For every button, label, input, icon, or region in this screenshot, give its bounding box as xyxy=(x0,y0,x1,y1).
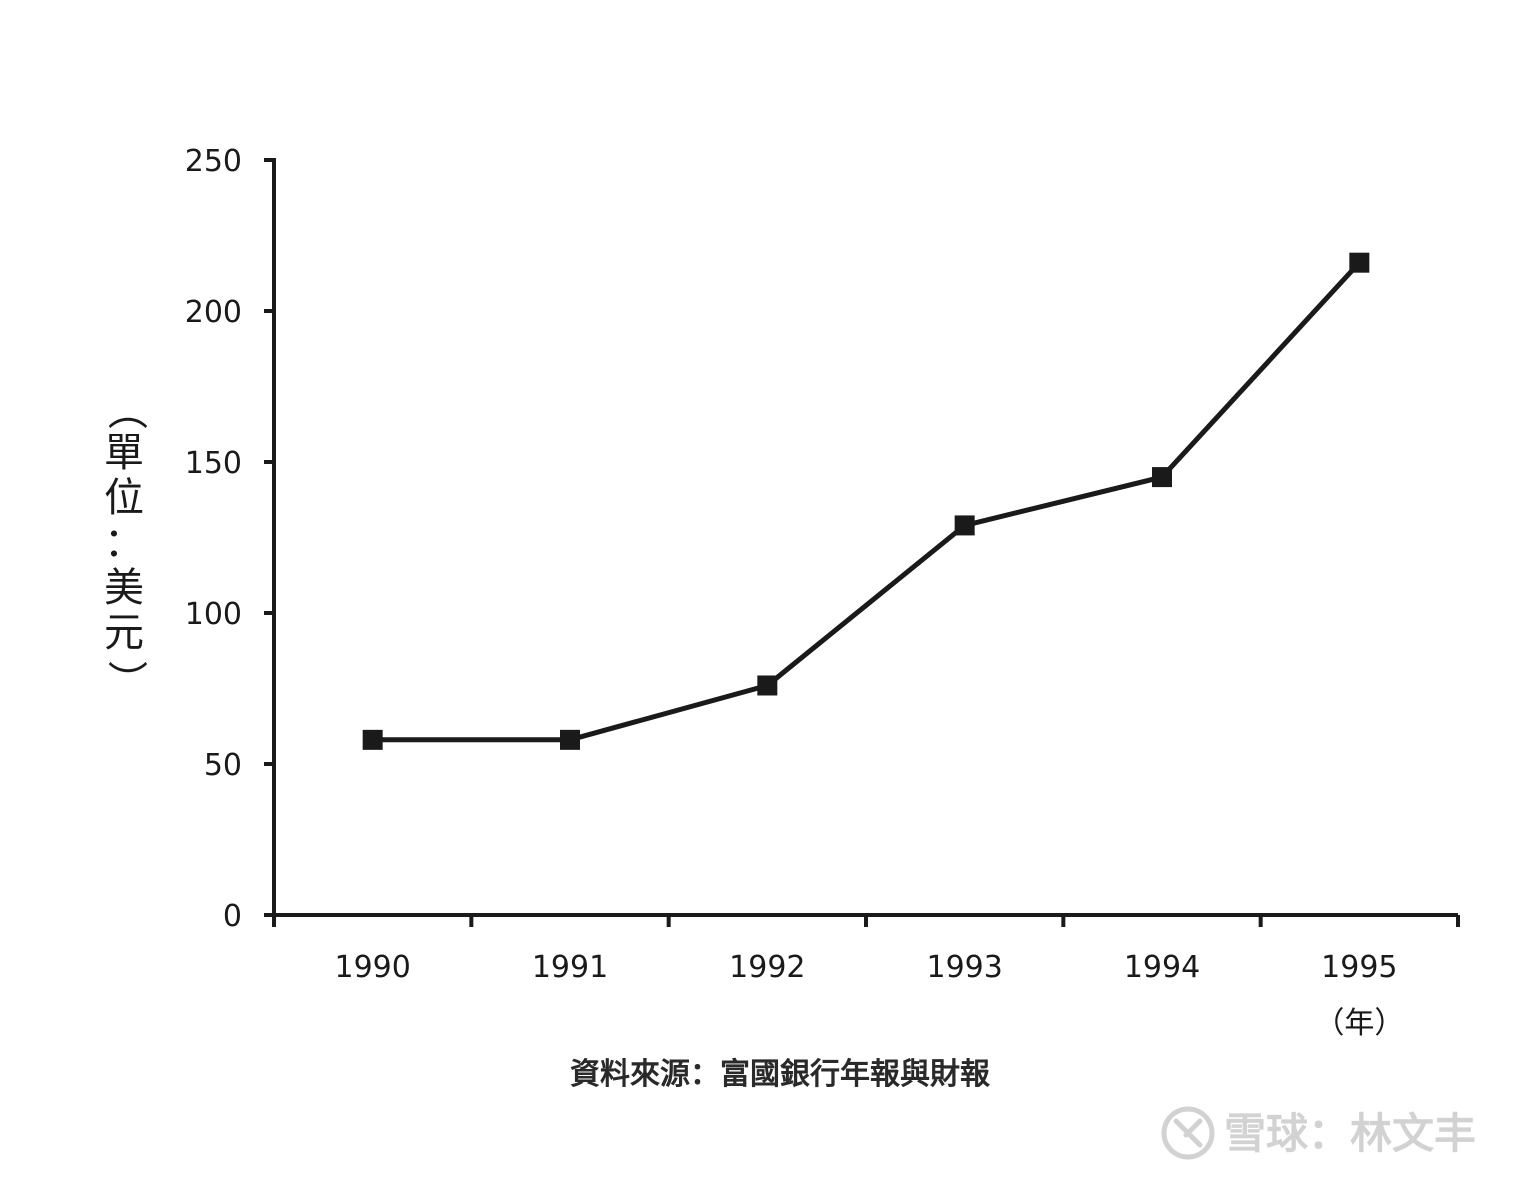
y-tick-label: 200 xyxy=(185,295,242,330)
y-axis-label: （單位：美元） xyxy=(103,390,149,700)
x-tick-label: 1995 xyxy=(1321,950,1397,985)
y-tick-label: 0 xyxy=(223,899,242,934)
axes xyxy=(272,158,1458,917)
y-tick-label: 250 xyxy=(185,144,242,179)
x-tick-label: 1991 xyxy=(532,950,608,985)
snowball-logo-mark xyxy=(1173,1118,1203,1148)
y-axis-label-char: 元 xyxy=(104,610,144,656)
y-axis-label-char: 美 xyxy=(104,565,144,611)
x-tick-label: 1993 xyxy=(926,950,1002,985)
y-axis-label-char: ： xyxy=(104,520,144,566)
x-tick-label: 1990 xyxy=(334,950,410,985)
y-tick-label: 50 xyxy=(204,748,242,783)
watermark-text: 雪球：林文丰 xyxy=(1224,1109,1476,1158)
data-point-marker xyxy=(757,675,778,696)
series-line xyxy=(372,261,1362,743)
y-axis-label-char: ） xyxy=(103,660,149,700)
series-plot xyxy=(362,252,1370,750)
source-note: 資料來源：富國銀行年報與財報 xyxy=(570,1057,991,1092)
x-tick-label: 1994 xyxy=(1124,950,1200,985)
x-axis-ticks: 1990 1991 1992 1993 1994 1995 xyxy=(272,915,1460,985)
y-tick-label: 100 xyxy=(185,597,242,632)
y-axis-ticks: 0 50 100 150 200 250 xyxy=(185,144,274,934)
data-point-marker xyxy=(954,515,975,536)
y-tick-label: 150 xyxy=(185,446,242,481)
snowball-logo-ring xyxy=(1161,1106,1215,1160)
y-axis-label-char: 單 xyxy=(104,430,144,476)
y-axis-label-char: （ xyxy=(103,390,149,430)
x-axis-label: （年） xyxy=(1314,1006,1404,1041)
watermark: 雪球：林文丰 xyxy=(1161,1106,1476,1160)
data-point-marker xyxy=(560,729,580,750)
x-tick-label: 1992 xyxy=(729,950,805,985)
data-point-marker xyxy=(1349,252,1370,273)
snowball-logo-icon xyxy=(1161,1106,1215,1160)
data-point-marker xyxy=(1152,467,1172,488)
y-axis-label-char: 位 xyxy=(104,475,144,521)
data-point-marker xyxy=(362,729,383,750)
